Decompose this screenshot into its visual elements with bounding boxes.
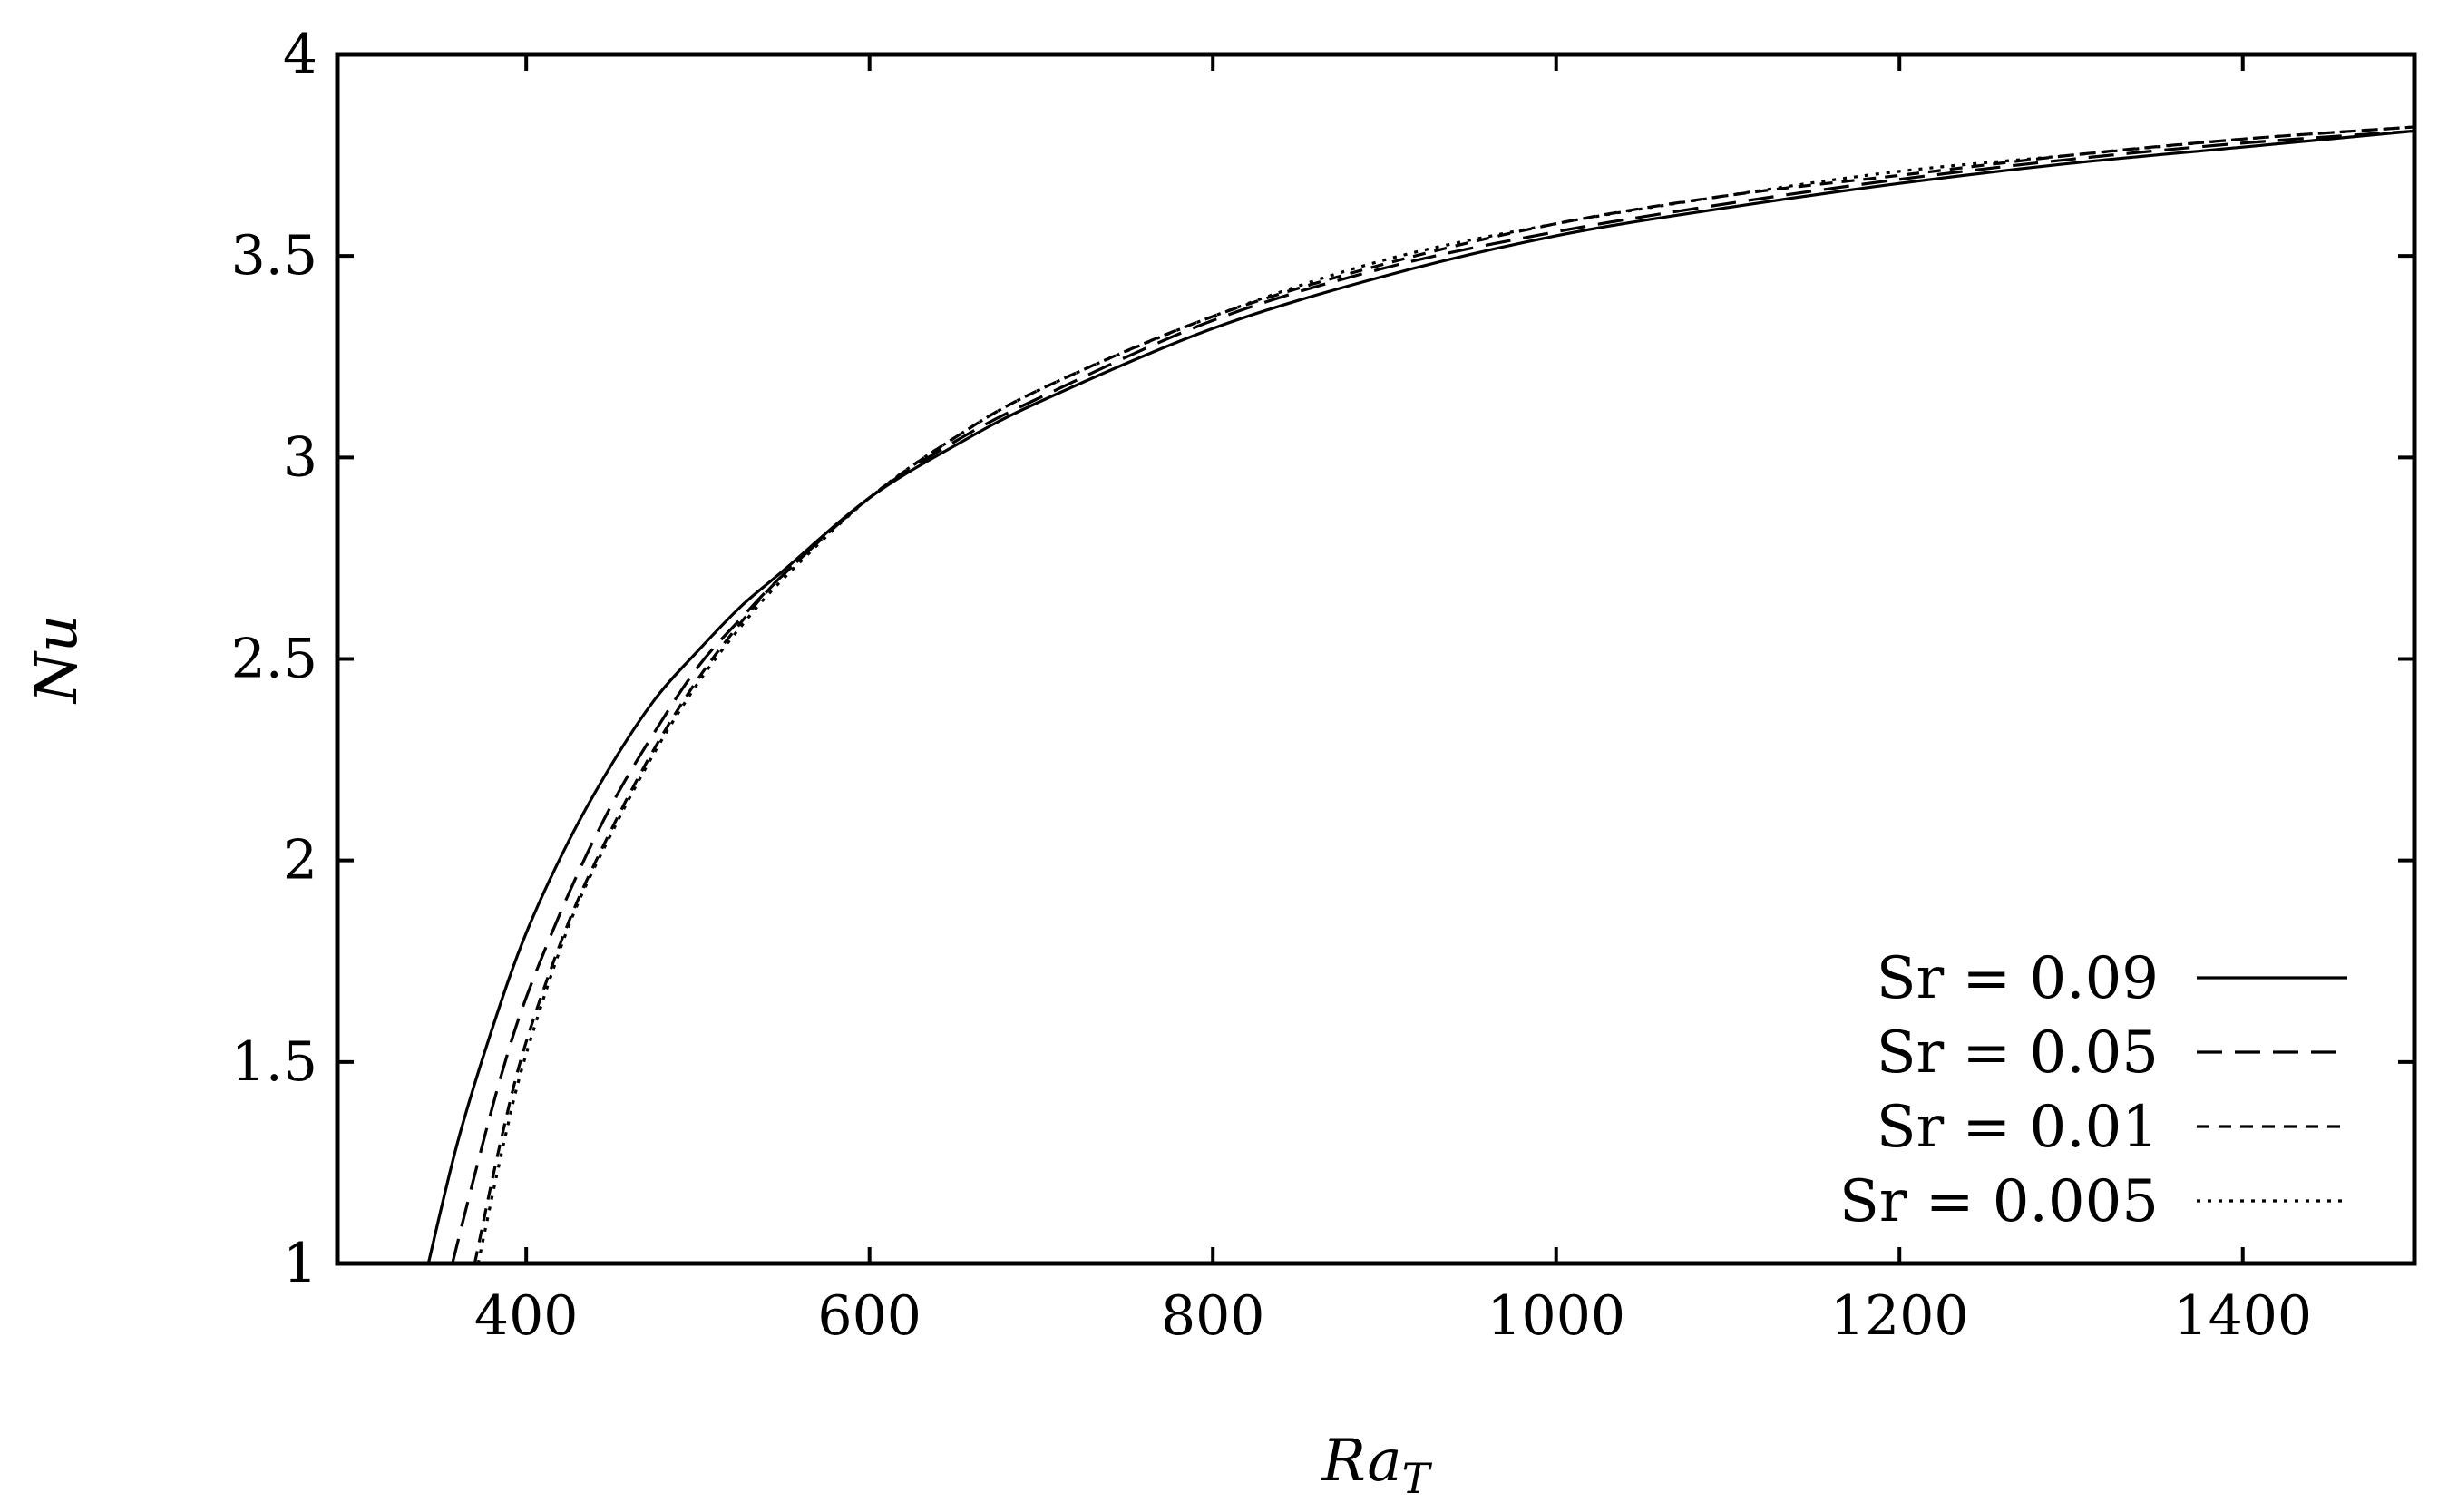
x-tick-label: 800	[1161, 1284, 1265, 1348]
legend-label: Sr = 0.005	[1839, 1168, 2159, 1235]
x-tick-label: 1200	[1830, 1284, 1969, 1348]
x-axis-label-subscript: T	[1402, 1454, 1433, 1503]
y-tick-label: 2	[283, 829, 317, 893]
series-line-2	[451, 129, 2414, 1263]
tick-layer: 400 600 800 1000 1200 1400 1 1.5 2 2.5 3 3.5 4	[231, 23, 2414, 1348]
y-tick-label: 3.5	[231, 224, 317, 288]
x-tick-label: 1400	[2173, 1284, 2312, 1348]
legend-label: Sr = 0.09	[1877, 945, 2159, 1012]
series-line-1	[426, 129, 2414, 1263]
y-tick-label: 4	[283, 23, 317, 86]
legend: Sr = 0.09 Sr = 0.05 Sr = 0.01 Sr = 0.005	[1839, 945, 2347, 1235]
series-layer	[426, 125, 2414, 1263]
x-axis-label: RaT	[1321, 1428, 1433, 1503]
y-tick-label: 1.5	[231, 1030, 317, 1094]
x-tick-label: 400	[474, 1284, 579, 1348]
legend-label: Sr = 0.05	[1877, 1019, 2159, 1087]
y-axis-label: Nu	[24, 615, 91, 705]
x-axis-label-main: Ra	[1321, 1428, 1402, 1495]
y-tick-label: 1	[283, 1232, 317, 1295]
x-tick-label: 1000	[1487, 1284, 1625, 1348]
x-tick-label: 600	[817, 1284, 922, 1348]
legend-label: Sr = 0.01	[1877, 1094, 2159, 1161]
y-tick-label: 2.5	[231, 628, 317, 691]
series-line-4	[476, 125, 2414, 1263]
plot-frame	[335, 52, 2417, 1266]
y-tick-label: 3	[283, 425, 317, 489]
